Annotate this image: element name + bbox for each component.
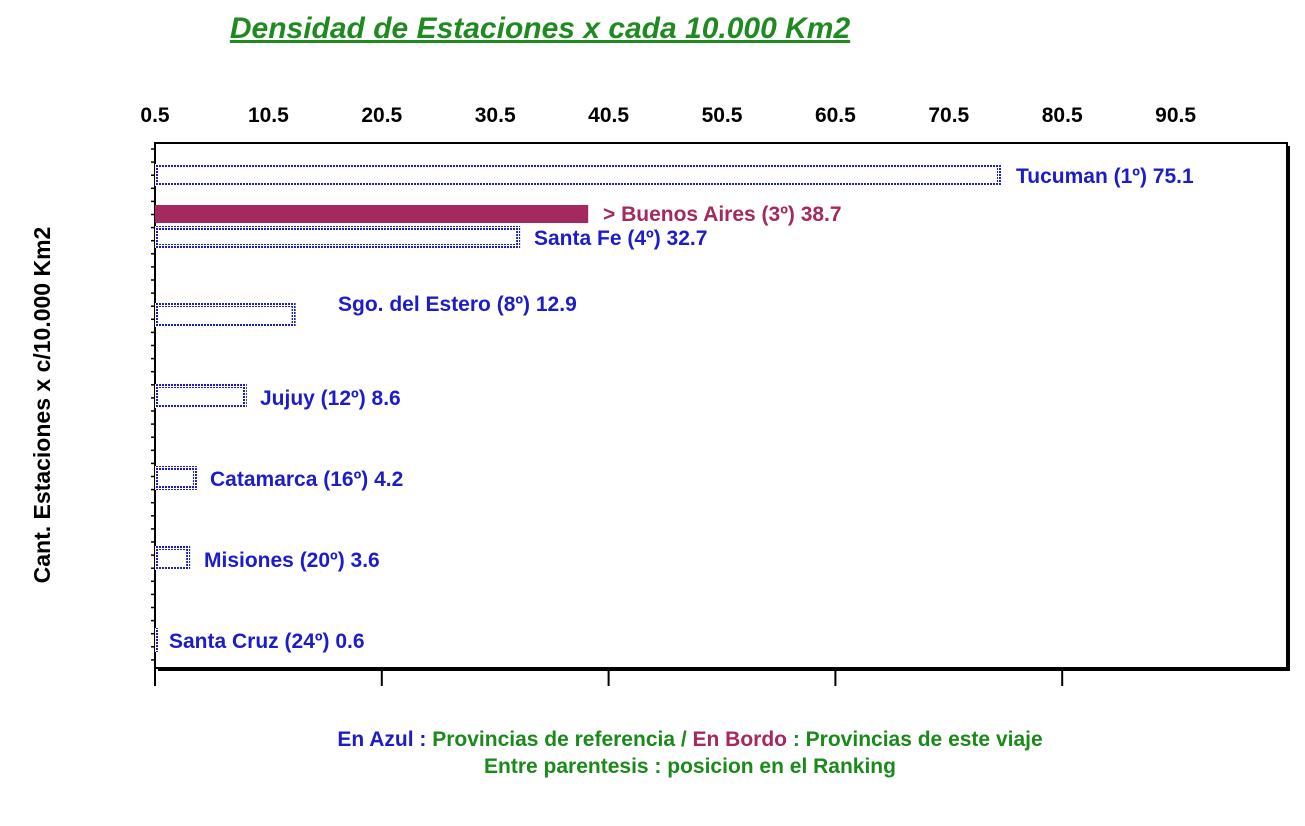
x-tick-label: 20.5 bbox=[361, 104, 402, 127]
bar-label: Jujuy (12º) 8.6 bbox=[260, 387, 401, 410]
bars-group bbox=[155, 164, 1001, 652]
bar-label: Santa Fe (4º) 32.7 bbox=[534, 227, 707, 250]
bar-hollow bbox=[159, 230, 517, 244]
footer-legend-line: En Azul : Provincias de referencia / En … bbox=[337, 728, 1042, 751]
bar-label: Tucuman (1º) 75.1 bbox=[1016, 165, 1194, 188]
x-tick-label: 70.5 bbox=[928, 104, 969, 127]
x-tick-label: 60.5 bbox=[815, 104, 856, 127]
bar-labels-group: Tucuman (1º) 75.1 > Buenos Aires (3º) 38.… bbox=[169, 165, 1194, 653]
footer-segment: En Azul : bbox=[337, 728, 432, 751]
bar-hollow bbox=[159, 307, 292, 323]
footer-segment: Provincias de referencia / bbox=[432, 728, 692, 751]
footer-segment: En Bordo bbox=[693, 728, 788, 751]
bar-label: Santa Cruz (24º) 0.6 bbox=[169, 630, 365, 653]
bar-label: > Buenos Aires (3º) 38.7 bbox=[603, 203, 842, 226]
chart-title: Densidad de Estaciones x cada 10.000 Km2 bbox=[230, 12, 851, 45]
bar-label: Catamarca (16º) 4.2 bbox=[210, 468, 403, 491]
x-tick-labels: 0.5 10.5 20.5 30.5 40.5 50.5 60.5 70.5 80.5 90.5 bbox=[140, 104, 1196, 127]
bar-hollow bbox=[159, 168, 997, 182]
bar-misiones bbox=[155, 546, 191, 570]
footer-ranking-note: Entre parentesis : posicion en el Rankin… bbox=[484, 755, 896, 778]
x-tick-label: 0.5 bbox=[140, 104, 170, 127]
y-axis-label: Cant. Estaciones x c/10.000 Km2 bbox=[29, 227, 55, 584]
bar-jujuy bbox=[155, 384, 247, 408]
x-tick-label: 90.5 bbox=[1155, 104, 1196, 127]
bar-hollow bbox=[159, 470, 193, 486]
bar-catamarca bbox=[155, 466, 197, 490]
bar-santa-cruz bbox=[155, 628, 158, 652]
x-tick-label: 30.5 bbox=[475, 104, 516, 127]
bar-hollow bbox=[159, 550, 187, 566]
bar-label: Sgo. del Estero (8º) 12.9 bbox=[338, 293, 577, 316]
bar-tucuman bbox=[155, 164, 1001, 186]
footer-segment: : Provincias de este viaje bbox=[787, 728, 1043, 751]
bar-fill bbox=[155, 628, 158, 652]
x-tick-label: 80.5 bbox=[1042, 104, 1083, 127]
bar-buenos-aires bbox=[155, 205, 589, 223]
bar-label: Misiones (20º) 3.6 bbox=[204, 549, 380, 572]
x-tick-label: 50.5 bbox=[702, 104, 743, 127]
x-tick-label: 40.5 bbox=[588, 104, 629, 127]
bar-hollow bbox=[159, 388, 243, 404]
x-tick-label: 10.5 bbox=[248, 104, 289, 127]
bar-sgo-del-estero bbox=[155, 303, 296, 327]
bar-santa-fe bbox=[155, 226, 521, 248]
